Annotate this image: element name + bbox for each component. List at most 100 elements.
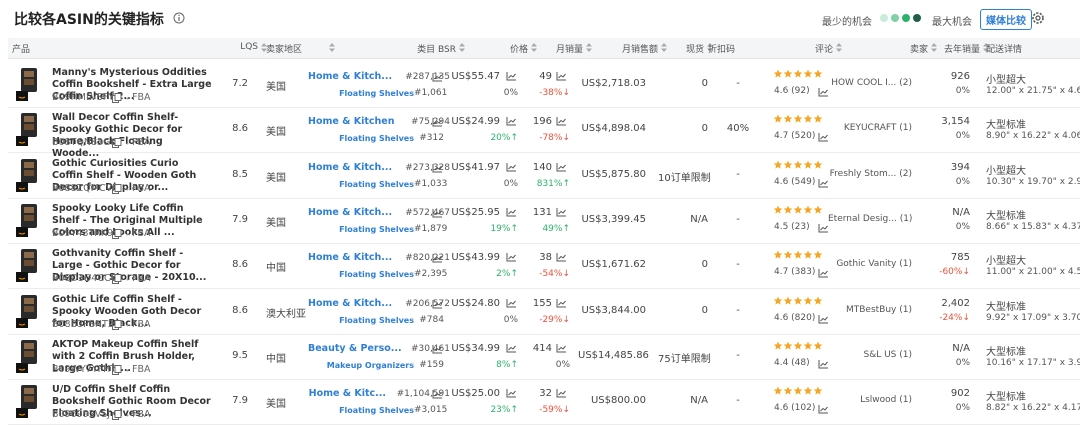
asin[interactable]: B09HMLVSFY [52, 92, 114, 103]
column-label[interactable]: 卖家地区 [266, 45, 303, 55]
product-title[interactable]: AKTOP Makeup Coffin Shelf with 2 Coffin … [52, 338, 199, 374]
sub-category[interactable]: Floating Shelves [339, 315, 414, 325]
seller[interactable]: Eternal Desig... (1) [828, 213, 913, 224]
bsr-category[interactable]: Home & Kitch... [308, 297, 393, 309]
trend-icon[interactable] [818, 87, 829, 97]
trend-icon[interactable] [818, 268, 829, 278]
column-label[interactable]: 现货 [685, 45, 704, 55]
seller[interactable]: Gothic Vanity (1) [836, 259, 912, 270]
seller[interactable]: MTBestBuy (1) [845, 304, 912, 315]
copy-icon[interactable] [112, 93, 122, 103]
sub-category[interactable]: Floating Shelves [339, 406, 414, 416]
copy-icon[interactable] [112, 364, 122, 375]
copy-icon[interactable] [112, 228, 122, 239]
sort-icon[interactable] [661, 43, 667, 53]
bsr-category[interactable]: Home & Kitch... [308, 252, 393, 264]
bsr-category[interactable]: Home & Kitch... [308, 206, 393, 218]
trend-icon[interactable] [506, 298, 517, 308]
trend-icon[interactable] [818, 359, 829, 369]
sub-category[interactable]: Floating Shelves [339, 89, 414, 98]
trend-icon[interactable] [506, 71, 517, 81]
trend-icon[interactable] [556, 343, 567, 353]
copy-icon[interactable] [112, 138, 122, 149]
bsr-category[interactable]: Beauty & Perso... [308, 342, 402, 354]
trend-icon[interactable] [432, 344, 443, 354]
bsr-category[interactable]: Home & Kitc... [308, 388, 386, 400]
copy-icon[interactable] [112, 319, 122, 330]
asin[interactable]: B096992VSJ [52, 409, 111, 421]
seller[interactable]: S&L US (1) [863, 349, 912, 360]
trend-icon[interactable] [432, 72, 443, 82]
trend-icon[interactable] [556, 252, 567, 262]
column-label[interactable]: LQS [240, 42, 258, 52]
product-title[interactable]: Spooky Looky Life Coffin Shelf - The Ori… [52, 202, 203, 238]
asin[interactable]: B088ZQMCVH [52, 182, 120, 194]
product-title[interactable]: Wall Decor Coffin Shelf- Spooky Gothic D… [52, 112, 183, 160]
trend-icon[interactable] [506, 162, 517, 172]
seller[interactable]: HOW COOL I... (2) [831, 78, 912, 88]
copy-icon[interactable] [112, 274, 122, 285]
trend-icon[interactable] [556, 207, 567, 217]
asin[interactable]: B08TQN83GL [52, 137, 116, 149]
asin[interactable]: B09WY7YFHT [52, 363, 117, 375]
trend-icon[interactable] [432, 163, 443, 173]
seller[interactable]: Freshly Stom... (2) [829, 168, 912, 179]
trend-icon[interactable] [556, 116, 567, 126]
trend-icon[interactable] [506, 252, 517, 262]
compare-button[interactable]: 媒体比较 [980, 9, 1032, 30]
product-title[interactable]: Gothic Life Coffin Shelf - Spooky Wooden… [52, 293, 202, 329]
column-label[interactable]: 月销售额 [621, 45, 658, 55]
sort-icon[interactable] [531, 43, 537, 53]
sort-icon[interactable] [931, 43, 937, 53]
trend-icon[interactable] [556, 162, 567, 172]
trend-icon[interactable] [506, 343, 517, 353]
trend-icon[interactable] [556, 388, 567, 398]
sub-category[interactable]: Floating Shelves [339, 270, 414, 280]
seller[interactable]: KEYUCRAFT (1) [843, 123, 912, 134]
column-label[interactable]: 价格 [509, 45, 528, 55]
asin[interactable]: B08D3D4CCG [52, 273, 118, 285]
sub-category[interactable]: Floating Shelves [339, 134, 414, 144]
sort-icon[interactable] [983, 43, 989, 53]
product-title[interactable]: Manny's Mysterious Oddities Coffin Books… [52, 67, 212, 102]
product-title[interactable]: U/D Coffin Shelf Coffin Bookshelf Gothic… [52, 384, 211, 420]
trend-icon[interactable] [432, 253, 443, 263]
trend-icon[interactable] [818, 223, 829, 233]
bsr-category[interactable]: Home & Kitch... [308, 161, 393, 173]
trend-icon[interactable] [818, 132, 829, 142]
trend-icon[interactable] [506, 388, 517, 398]
sort-icon[interactable] [329, 43, 335, 53]
settings-icon[interactable] [1031, 11, 1045, 25]
info-icon[interactable] [173, 12, 185, 24]
trend-icon[interactable] [432, 299, 443, 309]
trend-icon[interactable] [432, 117, 443, 127]
trend-icon[interactable] [432, 389, 443, 399]
trend-icon[interactable] [506, 116, 517, 126]
sort-icon[interactable] [836, 43, 842, 53]
sort-icon[interactable] [459, 43, 465, 53]
trend-icon[interactable] [818, 178, 829, 188]
sub-category[interactable]: Makeup Organizers [326, 360, 414, 370]
sort-icon[interactable] [586, 43, 592, 53]
bsr-category[interactable]: Home & Kitchen [308, 116, 395, 128]
sub-category[interactable]: Floating Shelves [339, 179, 414, 189]
trend-icon[interactable] [432, 208, 443, 218]
column-label[interactable]: 类目 BSR [417, 45, 456, 55]
product-title[interactable]: Gothvanity Coffin Shelf - Large - Gothic… [52, 248, 207, 284]
trend-icon[interactable] [818, 314, 829, 324]
seller[interactable]: Lslwood (1) [860, 395, 912, 406]
trend-icon[interactable] [556, 71, 567, 81]
trend-icon[interactable] [556, 298, 567, 308]
copy-icon[interactable] [112, 183, 122, 194]
sort-icon[interactable] [707, 43, 713, 53]
copy-icon[interactable] [112, 410, 122, 421]
bsr-category[interactable]: Home & Kitch... [308, 71, 393, 82]
asin[interactable]: B08B3PSNT2 [52, 318, 114, 330]
sub-category[interactable]: Floating Shelves [339, 224, 414, 234]
sort-icon[interactable] [261, 43, 267, 53]
product-title[interactable]: Gothic Curiosities Curio Coffin Shelf - … [52, 157, 197, 193]
trend-icon[interactable] [818, 404, 829, 414]
column-label[interactable]: 去年销量 [943, 45, 980, 55]
asin[interactable]: B09Y43TRK9 [52, 227, 114, 239]
column-label[interactable]: 评论 [814, 45, 833, 55]
